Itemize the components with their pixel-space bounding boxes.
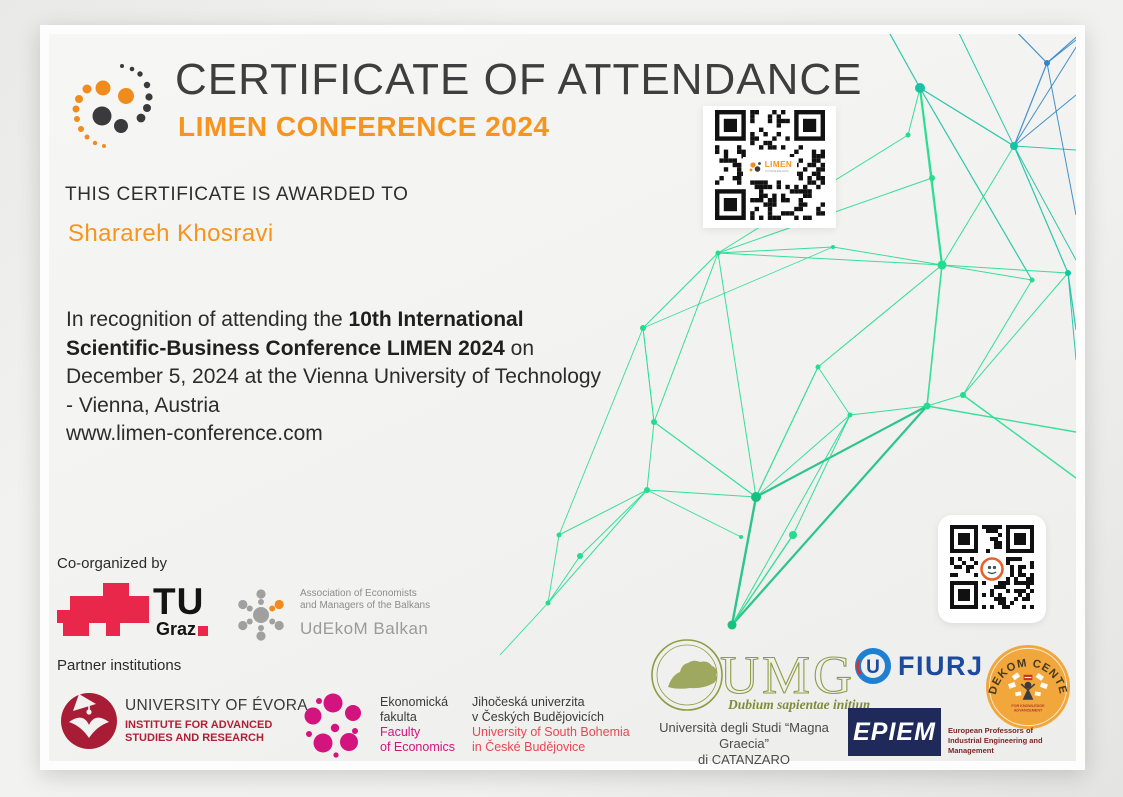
recipient-name: Sharareh Khosravi [68, 220, 274, 247]
badge-person-figure [1022, 687, 1034, 700]
economics-rosette-icon [304, 693, 361, 758]
economics-native-line1: Ekonomická [380, 695, 449, 709]
udekom-balkan-text: Association of Economists and Managers o… [300, 588, 430, 639]
tu-graz-pixel-icon [57, 583, 149, 636]
umg-horse-figure [668, 660, 717, 689]
magna-graecia-line2: di CATANZARO [698, 752, 790, 767]
umg-seal-icon: UMG Dubium sapientae initium [651, 639, 870, 712]
tu-red-square [198, 626, 208, 636]
economics-native-line2: fakulta [380, 710, 417, 724]
udekom-assoc-line2: and Managers of the Balkans [300, 600, 431, 611]
epiem-logo: EPIEM [848, 708, 941, 756]
qr-code-top: LIMEN CONFERENCE [714, 109, 825, 225]
epiem-desc-line1: European Professors of [948, 726, 1034, 735]
udekom-assoc-line1: Association of Economists [300, 588, 417, 599]
certificate-title: CERTIFICATE OF ATTENDANCE [175, 55, 863, 104]
badge-tagline-line2: ADVANCEMENT [1014, 708, 1043, 712]
conference-website: www.limen-conference.com [66, 422, 323, 445]
co-organized-heading: Co-organized by [57, 555, 168, 572]
bohemia-native-line1: Jihočeská univerzita [472, 695, 585, 709]
bohemia-english-line2: in České Budějovice [472, 740, 586, 754]
magna-graecia-line1: Università degli Studi “Magna Graecia” [659, 720, 829, 751]
certificate-card: CERTIFICATE OF ATTENDANCE LIMEN CONFEREN… [40, 25, 1085, 770]
limen-dots-logo [72, 64, 153, 148]
awarded-to-label: THIS CERTIFICATE IS AWARDED TO [65, 184, 409, 205]
qr-center-sub: CONFERENCE [764, 169, 789, 173]
economics-english-line1: Faculty [380, 725, 421, 739]
umg-acronym: UMG [720, 645, 855, 705]
tu-graz-logo: TU Graz [57, 583, 287, 641]
badge-tagline-line1: FOR KNOWLEDGE [1011, 704, 1045, 708]
evora-institute-line1: INSTITUTE FOR ADVANCED [125, 719, 273, 731]
recognition-paragraph: In recognition of attending the 10th Int… [66, 306, 606, 449]
qr-center-label: LIMEN [764, 160, 793, 169]
udekom-balkan-icon [238, 589, 284, 641]
epiem-name: EPIEM [853, 717, 936, 746]
body-suffix: on December 5, 2024 at the Vienna Univer… [66, 336, 602, 417]
partner-institutions-heading: Partner institutions [57, 657, 182, 674]
qr-code-side-card [938, 515, 1046, 623]
svg-text:U: U [866, 657, 880, 678]
qr-pattern [950, 524, 1034, 609]
qr-code-top-card: LIMEN CONFERENCE [703, 106, 836, 228]
udekom-center-badge: UDEKOM CENTER FOR KNOWLEDGE ADVANCEMENT [985, 644, 1071, 730]
certificate-inner: CERTIFICATE OF ATTENDANCE LIMEN CONFEREN… [49, 34, 1076, 767]
umg-motto: Dubium sapientae initium [727, 697, 870, 712]
bohemia-english-line1: University of South Bohemia [472, 725, 630, 739]
conference-subtitle: LIMEN CONFERENCE 2024 [178, 111, 550, 142]
evora-text: UNIVERSITY OF ÉVORA INSTITUTE FOR ADVANC… [125, 697, 308, 745]
body-prefix: In recognition of attending the [66, 308, 349, 331]
south-bohemia-text: Jihočeská univerzita v Českých Budějovic… [472, 695, 630, 755]
limen-mini-dots-icon [749, 162, 761, 172]
economics-faculty-text: Ekonomická fakulta Faculty of Economics [380, 695, 455, 755]
qr-center-limen-logo: LIMEN CONFERENCE [742, 157, 797, 177]
economics-english-line2: of Economics [380, 740, 456, 754]
evora-institute-line2: STUDIES AND RESEARCH [125, 732, 264, 744]
qr-code-side [950, 524, 1034, 614]
fiurj-name: FIURJ [898, 650, 984, 681]
epiem-description: European Professors of Industrial Engine… [948, 726, 1076, 756]
bohemia-native-line2: v Českých Budějovicích [472, 710, 605, 724]
tu-acronym: TU [153, 581, 205, 622]
fiurj-swirl-icon: U [855, 648, 891, 684]
fiurj-logo: U FIURJ [853, 646, 984, 686]
evora-name: UNIVERSITY OF ÉVORA [125, 697, 308, 714]
magna-graecia-name: Università degli Studi “Magna Graecia” d… [634, 720, 854, 768]
epiem-desc-line2: Industrial Engineering and Management [948, 736, 1043, 755]
qr-center-mascot [980, 557, 1004, 581]
tu-city: Graz [156, 619, 197, 639]
badge-books-decoration [1007, 672, 1048, 697]
udekom-balkan-name: UdEkoM Balkan [300, 619, 429, 638]
body-highlight: 10th International Scientific-Business C… [66, 308, 524, 360]
orange-mascot-icon [980, 557, 1004, 581]
evora-bird-icon [61, 693, 117, 749]
